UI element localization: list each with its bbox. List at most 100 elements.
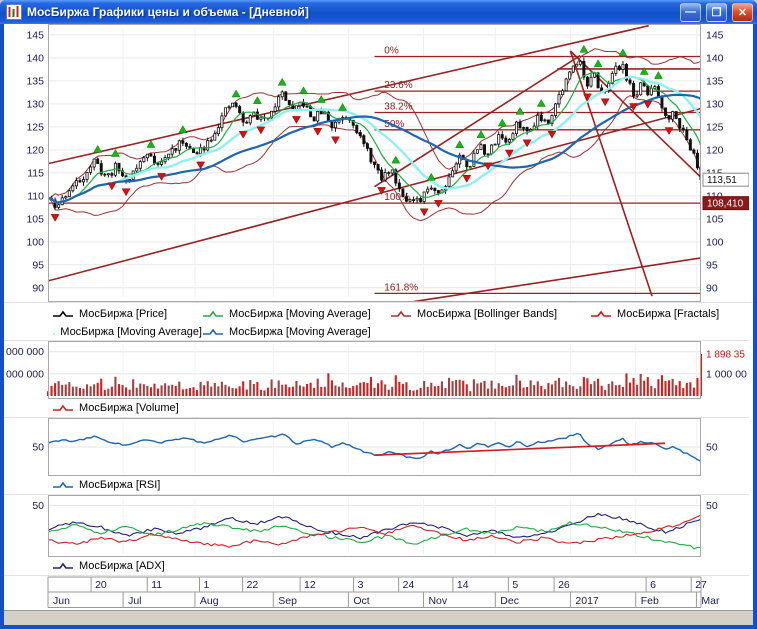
svg-text:20: 20 xyxy=(95,579,107,591)
svg-text:115: 115 xyxy=(27,167,44,179)
legend-label: МосБиржа [Fractals] xyxy=(617,308,720,320)
legend-marker-icon xyxy=(203,328,223,335)
legend-marker-icon xyxy=(53,404,73,411)
window-bottom-strip xyxy=(4,610,753,625)
svg-text:22: 22 xyxy=(247,579,259,591)
legend-item[interactable]: МосБиржа [Moving Average] xyxy=(202,326,390,338)
legend-marker-icon xyxy=(53,562,73,569)
svg-text:000 000: 000 000 xyxy=(6,368,44,380)
legend-item[interactable]: МосБиржа [Volume] xyxy=(52,402,179,414)
svg-text:108,410: 108,410 xyxy=(707,199,744,210)
title-bar[interactable]: МосБиржа Графики цены и объема - [Дневно… xyxy=(0,0,757,24)
svg-text:000 000: 000 000 xyxy=(6,346,44,358)
legend-marker-icon xyxy=(391,310,411,317)
minimize-button[interactable]: — xyxy=(680,2,701,22)
svg-text:130: 130 xyxy=(706,98,724,110)
volume-legend: МосБиржа [Volume] xyxy=(4,399,753,417)
svg-text:14: 14 xyxy=(457,579,469,591)
legend-label: МосБиржа [Moving Average] xyxy=(60,326,202,338)
svg-text:27: 27 xyxy=(695,579,707,591)
svg-text:Jun: Jun xyxy=(53,595,70,607)
svg-text:140: 140 xyxy=(706,52,724,64)
svg-text:140: 140 xyxy=(26,52,44,64)
grid-layer xyxy=(48,28,701,297)
volume-chart[interactable]: 000 000 000 000 1 898 35 1 000 00 xyxy=(4,340,749,399)
svg-text:Aug: Aug xyxy=(200,595,219,607)
svg-text:26: 26 xyxy=(558,579,570,591)
svg-text:50: 50 xyxy=(706,442,718,454)
svg-text:90: 90 xyxy=(32,282,44,294)
legend-item[interactable]: МосБиржа [ADX] xyxy=(52,560,165,572)
legend-item[interactable]: МосБиржа [Moving Average] xyxy=(202,308,390,320)
svg-text:50: 50 xyxy=(32,442,44,454)
legend-label: МосБиржа [Volume] xyxy=(79,402,179,414)
legend-marker-icon xyxy=(53,481,73,488)
svg-text:105: 105 xyxy=(26,213,44,225)
svg-text:1 000 00: 1 000 00 xyxy=(706,368,747,380)
fractals-layer xyxy=(50,44,674,222)
legend-label: МосБиржа [Price] xyxy=(79,308,168,320)
legend-label: МосБиржа [Bollinger Bands] xyxy=(417,308,558,320)
legend-label: МосБиржа [Moving Average] xyxy=(229,308,371,320)
svg-text:120: 120 xyxy=(26,144,44,156)
legend-marker-icon xyxy=(53,310,73,317)
svg-text:Mar: Mar xyxy=(701,595,720,607)
window-title: МосБиржа Графики цены и объема - [Дневно… xyxy=(27,5,309,19)
svg-text:Oct: Oct xyxy=(353,595,369,607)
restore-button[interactable]: ❐ xyxy=(706,2,727,22)
svg-text:100: 100 xyxy=(26,236,44,248)
svg-text:24: 24 xyxy=(403,579,415,591)
svg-text:120: 120 xyxy=(706,144,724,156)
legend-label: МосБиржа [ADX] xyxy=(79,560,165,572)
svg-text:0%: 0% xyxy=(384,46,399,57)
chart-client-area: 145 145 140 140 135 135 130 130 125 125 120 120 115 1… xyxy=(4,24,753,625)
svg-text:6: 6 xyxy=(650,579,656,591)
svg-text:1 898 35: 1 898 35 xyxy=(706,349,745,360)
adx-legend: МосБиржа [ADX] xyxy=(4,557,753,575)
legend-item[interactable]: МосБиржа [Bollinger Bands] xyxy=(390,308,590,320)
svg-text:1: 1 xyxy=(203,579,209,591)
legend-marker-icon xyxy=(53,332,56,335)
svg-text:125: 125 xyxy=(706,121,724,133)
legend-marker-icon xyxy=(203,310,223,317)
svg-text:50: 50 xyxy=(706,500,718,512)
close-button[interactable]: ✕ xyxy=(732,2,753,22)
svg-text:113,51: 113,51 xyxy=(707,175,737,186)
svg-text:100: 100 xyxy=(706,236,724,248)
svg-text:161.8%: 161.8% xyxy=(384,282,418,293)
svg-text:135: 135 xyxy=(26,75,44,87)
fib-level-badge: 108,410 xyxy=(702,196,749,211)
svg-text:50: 50 xyxy=(32,500,44,512)
svg-text:95: 95 xyxy=(706,259,718,271)
svg-text:23.6%: 23.6% xyxy=(384,80,412,91)
price-chart[interactable]: 145 145 140 140 135 135 130 130 125 125 120 120 115 1… xyxy=(4,24,749,302)
legend-label: МосБиржа [RSI] xyxy=(79,479,161,491)
svg-text:2017: 2017 xyxy=(575,595,599,607)
last-price-badge: 113,51 xyxy=(702,172,749,187)
adx-chart[interactable]: 50 50 xyxy=(4,494,749,557)
svg-text:110: 110 xyxy=(27,190,44,202)
legend-item[interactable]: МосБиржа [RSI] xyxy=(52,479,160,491)
svg-text:50%: 50% xyxy=(384,119,404,130)
plot-layer: 0% 23.6% 38.2% 50% 100% 161.8% xyxy=(48,24,701,302)
app-icon xyxy=(6,4,22,20)
svg-text:145: 145 xyxy=(706,29,724,41)
svg-text:105: 105 xyxy=(706,213,724,225)
svg-text:100%: 100% xyxy=(384,192,410,203)
rsi-chart[interactable]: 50 50 xyxy=(4,417,749,476)
svg-text:38.2%: 38.2% xyxy=(384,102,412,113)
svg-text:Nov: Nov xyxy=(428,595,447,607)
svg-text:3: 3 xyxy=(358,579,364,591)
svg-text:11: 11 xyxy=(151,579,162,591)
svg-text:130: 130 xyxy=(26,98,44,110)
svg-text:145: 145 xyxy=(26,29,44,41)
legend-item[interactable]: МосБиржа [Fractals] xyxy=(590,308,753,320)
legend-item[interactable]: МосБиржа [Moving Average] xyxy=(52,326,202,338)
svg-text:Feb: Feb xyxy=(641,595,659,607)
legend-item[interactable]: МосБиржа [Price] xyxy=(52,308,202,320)
svg-text:90: 90 xyxy=(706,282,718,294)
volume-bars-layer xyxy=(46,353,703,396)
svg-text:Dec: Dec xyxy=(500,595,519,607)
